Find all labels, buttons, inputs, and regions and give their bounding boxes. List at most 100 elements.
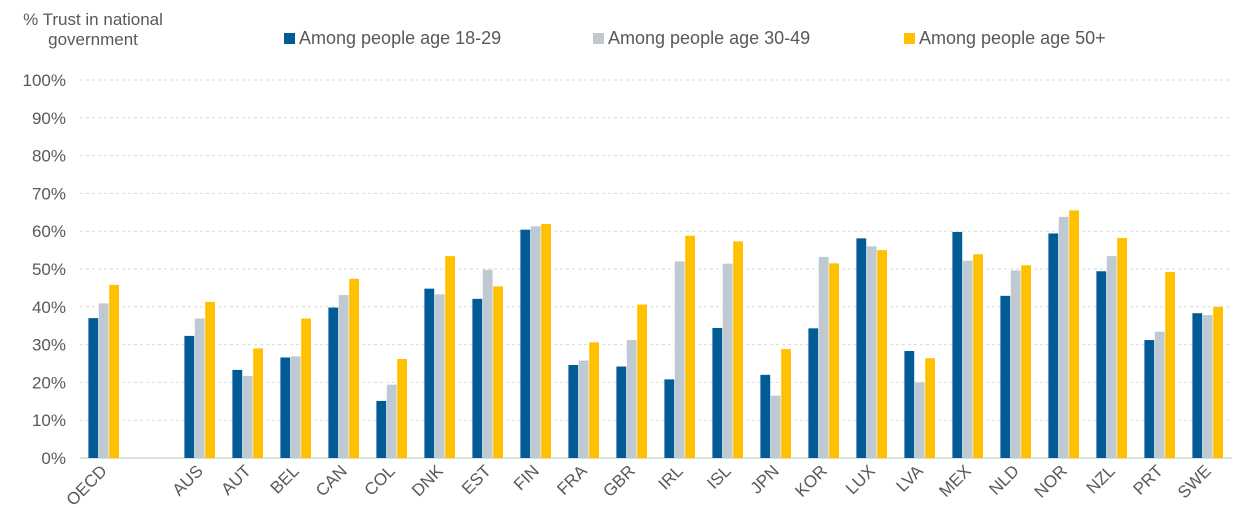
bar-jpn-2 (781, 349, 791, 458)
bar-irl-1 (674, 261, 685, 458)
bar-aut-0 (232, 369, 243, 458)
bar-fin-2 (541, 224, 551, 458)
y-tick-label: 30% (32, 336, 66, 355)
x-tick-label: KOR (791, 461, 830, 500)
x-tick-label: AUT (217, 461, 254, 498)
bar-est-2 (493, 286, 503, 458)
x-tick-label: LUX (842, 461, 879, 498)
bar-mex-2 (973, 254, 983, 458)
bar-col-1 (386, 384, 397, 458)
y-tick-label: 70% (32, 184, 66, 203)
bar-col-2 (397, 358, 407, 458)
y-tick-label: 60% (32, 222, 66, 241)
x-tick-label: COL (361, 461, 399, 499)
bar-swe-1 (1202, 315, 1213, 458)
bar-nor-1 (1058, 216, 1069, 458)
bar-can-1 (338, 295, 349, 458)
bar-aut-2 (253, 348, 263, 458)
bar-isl-0 (712, 327, 723, 458)
x-tick-label: GBR (599, 461, 638, 500)
bar-col-0 (376, 400, 387, 458)
bar-lva-1 (914, 382, 925, 458)
bar-aus-0 (184, 335, 195, 458)
bar-kor-1 (818, 256, 829, 458)
legend-swatch-50-plus (904, 33, 915, 44)
x-tick-label: LVA (892, 461, 927, 496)
legend-label-30-49: Among people age 30-49 (608, 28, 811, 48)
x-tick-label: JPN (747, 461, 783, 497)
bar-nzl-0 (1096, 271, 1107, 458)
bar-prt-0 (1144, 340, 1155, 458)
bar-bel-2 (301, 318, 311, 458)
bar-irl-0 (664, 379, 675, 458)
bar-est-1 (482, 269, 493, 458)
bar-lva-2 (925, 358, 935, 458)
bar-nor-2 (1069, 210, 1079, 458)
y-tick-label: 40% (32, 298, 66, 317)
x-tick-label: NZL (1083, 461, 1119, 497)
bar-prt-2 (1165, 272, 1175, 458)
x-tick-label: MEX (935, 461, 974, 500)
x-tick-label: ISL (703, 461, 734, 492)
bar-aut-1 (242, 375, 253, 458)
y-axis-title-line-2: government (48, 30, 138, 49)
bar-fin-0 (520, 229, 531, 458)
legend-item-18-29: Among people age 18-29 (284, 28, 501, 49)
bar-isl-1 (722, 263, 733, 458)
bar-swe-2 (1213, 306, 1223, 458)
x-tick-label: FIN (510, 461, 543, 494)
y-tick-label: 80% (32, 147, 66, 166)
bar-fra-0 (568, 365, 579, 458)
y-tick-label: 0% (41, 449, 66, 468)
legend-label-18-29: Among people age 18-29 (299, 28, 502, 48)
x-tick-label: SWE (1174, 461, 1215, 502)
x-tick-label: OECD (63, 461, 111, 508)
legend-item-30-49: Among people age 30-49 (593, 28, 810, 49)
legend-label-50-plus: Among people age 50+ (919, 28, 1106, 48)
bar-gbr-2 (637, 304, 647, 458)
x-tick-label: NOR (1031, 461, 1071, 501)
y-tick-label: 10% (32, 411, 66, 430)
bar-fra-1 (578, 360, 589, 458)
bar-mex-0 (952, 231, 963, 458)
bar-bel-1 (290, 356, 301, 458)
x-tick-label: IRL (655, 461, 687, 493)
legend-swatch-30-49 (593, 33, 604, 44)
y-tick-label: 100% (23, 71, 66, 90)
bar-dnk-1 (434, 294, 445, 458)
y-axis-title-line-1: % Trust in national (23, 10, 163, 29)
bar-lux-2 (877, 250, 887, 458)
bar-nld-1 (1010, 270, 1021, 458)
x-tick-label: BEL (267, 461, 303, 497)
bar-isl-2 (733, 241, 743, 458)
y-tick-label: 50% (32, 260, 66, 279)
legend-item-50-plus: Among people age 50+ (904, 28, 1106, 49)
bar-gbr-0 (616, 366, 627, 458)
bar-nld-2 (1021, 265, 1031, 458)
bar-oecd-0 (88, 318, 99, 458)
x-tick-label: DNK (408, 461, 447, 500)
x-tick-label: NLD (985, 461, 1022, 498)
bar-can-0 (328, 307, 339, 458)
bar-gbr-1 (626, 340, 637, 458)
bar-fin-1 (530, 226, 541, 458)
bar-oecd-1 (98, 303, 109, 458)
bar-est-0 (472, 298, 483, 458)
y-tick-label: 20% (32, 373, 66, 392)
x-tick-label: PRT (1130, 461, 1167, 498)
bar-nld-0 (1000, 295, 1011, 458)
bar-lva-0 (904, 351, 915, 458)
bar-bel-0 (280, 357, 291, 458)
legend-swatch-18-29 (284, 33, 295, 44)
bar-irl-2 (685, 235, 695, 458)
bar-nzl-1 (1106, 256, 1117, 458)
y-axis-title: % Trust in national government (8, 10, 178, 50)
x-tick-label: CAN (312, 461, 351, 500)
bar-jpn-1 (770, 395, 781, 458)
x-tick-label: AUS (169, 461, 207, 499)
bar-kor-2 (829, 263, 839, 458)
bar-kor-0 (808, 328, 819, 458)
bar-lux-0 (856, 238, 867, 458)
bar-aus-1 (194, 318, 205, 458)
